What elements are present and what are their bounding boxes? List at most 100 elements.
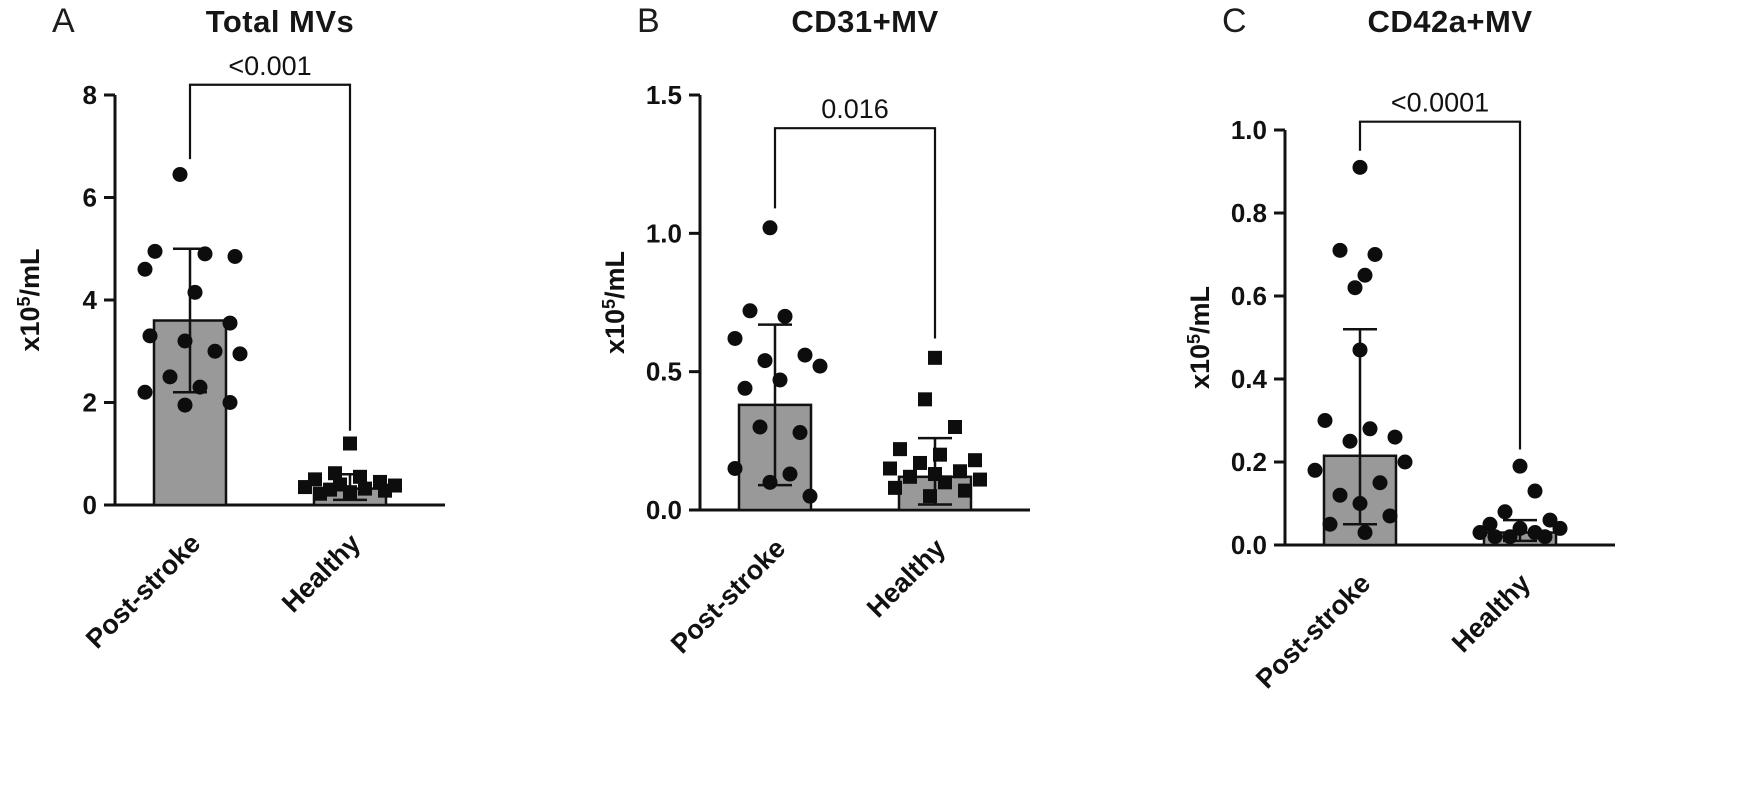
panel-cd31-mv: B CD31+MV 0.0 0.5 1.0 1.5 x105/mL Post-stroke… (585, 0, 1170, 802)
data-point (1332, 242, 1348, 258)
data-point (232, 346, 248, 362)
data-point (762, 220, 778, 236)
data-point (772, 372, 788, 388)
data-point (137, 384, 153, 400)
data-point (727, 330, 743, 346)
group-post-stroke: Post-stroke (1250, 159, 1413, 694)
data-point (1482, 516, 1498, 532)
data-point (1542, 512, 1558, 528)
y-tick-label: 6 (83, 183, 97, 213)
y-tick-label: 0.0 (646, 495, 682, 525)
data-point (177, 397, 193, 413)
y-tick-label: 1.0 (1231, 115, 1267, 145)
data-point (1357, 525, 1373, 541)
x-category-label: Healthy (861, 533, 951, 623)
panel-title-cd42a-mv: CD42a+MV (1367, 4, 1533, 39)
data-point (1352, 496, 1368, 511)
group-healthy: Healthy (1446, 458, 1568, 658)
panel-letter-b: B (637, 2, 660, 40)
data-point (137, 261, 153, 277)
data-point (1512, 458, 1528, 474)
x-category-label: Healthy (1446, 568, 1536, 658)
data-point (1502, 529, 1518, 545)
y-tick-label: 2 (83, 388, 97, 418)
data-point (948, 420, 962, 434)
data-point (782, 466, 798, 482)
group-healthy: Healthy (861, 350, 987, 623)
significance-bracket: <0.0001 (1358, 88, 1522, 450)
data-point (973, 472, 987, 487)
data-point (742, 303, 758, 319)
y-axis-title: x105/mL (1184, 286, 1215, 389)
data-point (888, 480, 902, 495)
data-point (938, 475, 952, 490)
data-point (1322, 516, 1338, 532)
data-point (177, 333, 193, 349)
data-point (1552, 520, 1568, 536)
data-point (1367, 247, 1383, 262)
data-point (797, 347, 813, 363)
y-tick-label: 0.4 (1231, 364, 1268, 394)
data-point (802, 488, 818, 504)
data-point (883, 461, 897, 476)
data-point (192, 379, 208, 395)
y-tick-label: 0.2 (1231, 447, 1267, 477)
data-point (918, 392, 932, 407)
data-point (353, 469, 367, 484)
data-point (923, 489, 937, 504)
data-point (328, 466, 342, 481)
plot-cd31-mv: 0.0 0.5 1.0 1.5 x105/mL Post-stroke Healthy 0.0… (599, 80, 1030, 659)
y-axis-title: x105/mL (14, 248, 45, 351)
y-tick-label: 0 (83, 490, 97, 520)
data-point (958, 483, 972, 498)
y-tick-label: 0.6 (1231, 281, 1267, 311)
y-tick-label: 1.5 (646, 80, 682, 110)
data-point (343, 485, 357, 500)
data-point (147, 243, 163, 259)
data-point (1387, 429, 1403, 445)
y-tick-label: 0.8 (1231, 198, 1267, 228)
data-point (968, 453, 982, 468)
data-point (1487, 529, 1503, 545)
y-tick-label: 4 (83, 285, 98, 315)
y-axis: 0 2 4 6 8 (83, 80, 117, 520)
data-point (1342, 433, 1358, 449)
data-point (903, 469, 917, 484)
y-axis-title: x105/mL (599, 251, 630, 354)
p-value-label: <0.001 (228, 51, 311, 81)
y-axis: 0.0 0.5 1.0 1.5 (646, 80, 702, 525)
p-value-label: <0.0001 (1391, 88, 1489, 118)
data-point (727, 461, 743, 476)
significance-bracket: <0.001 (188, 51, 352, 431)
data-point (1472, 525, 1488, 541)
group-post-stroke: Post-stroke (80, 166, 248, 654)
data-point (1332, 487, 1348, 503)
data-point (1497, 504, 1513, 520)
data-point (1527, 483, 1543, 499)
data-point (1352, 159, 1368, 175)
data-point (1512, 520, 1528, 536)
plot-cd42a-mv: 0.0 0.2 0.4 0.6 0.8 1.0 x105/mL Post-stroke Heal… (1184, 88, 1615, 694)
x-category-label: Post-stroke (1250, 568, 1376, 694)
data-point (1397, 454, 1413, 470)
data-point (1352, 342, 1368, 358)
y-tick-label: 1.0 (646, 218, 682, 248)
data-point (737, 380, 753, 396)
data-point (1317, 413, 1333, 428)
data-point (187, 284, 203, 300)
data-point (162, 369, 178, 385)
data-point (1372, 475, 1388, 491)
data-point (227, 248, 243, 264)
y-axis: 0.0 0.2 0.4 0.6 0.8 1.0 (1231, 115, 1287, 560)
data-point (313, 486, 327, 501)
data-point (172, 166, 188, 182)
data-point (762, 474, 778, 490)
x-category-label: Healthy (276, 528, 366, 618)
data-point (752, 419, 768, 435)
data-point (1307, 462, 1323, 478)
data-point (933, 447, 947, 462)
panel-title-total-mvs: Total MVs (205, 4, 355, 39)
data-point (358, 481, 372, 496)
data-point (207, 343, 223, 359)
